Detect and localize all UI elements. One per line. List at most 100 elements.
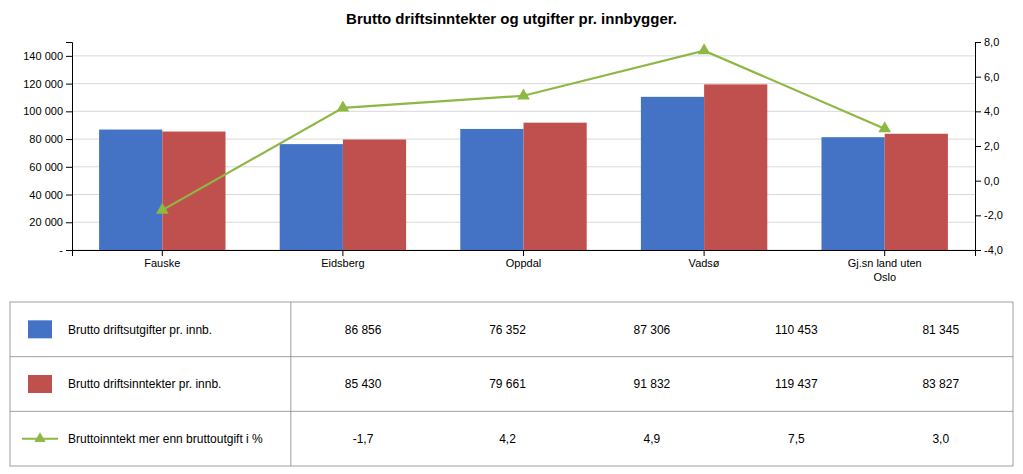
tick-mark — [704, 250, 705, 256]
tick-mark — [975, 181, 981, 182]
tick-mark — [975, 146, 981, 147]
tick: 8,0 — [975, 36, 999, 48]
marker — [878, 121, 891, 132]
table-border — [10, 302, 1013, 466]
tick: -2,0 — [975, 209, 1003, 221]
bar-series — [162, 84, 948, 250]
tick: Vadsø — [689, 250, 720, 269]
tick: 60 000 — [29, 161, 72, 173]
table-value: 7,5 — [788, 432, 805, 446]
table-divider — [10, 356, 1013, 357]
table-value: 110 453 — [775, 323, 818, 337]
marks — [99, 43, 948, 250]
tick-mark — [975, 215, 981, 216]
table-value: 81 345 — [922, 323, 959, 337]
tick-label: Gj.sn land utenOslo — [848, 257, 922, 283]
legend-icon — [34, 432, 45, 442]
tick: 80 000 — [29, 133, 72, 145]
tick-label: Vadsø — [689, 257, 720, 269]
tick: 20 000 — [29, 216, 72, 228]
table-divider — [290, 302, 291, 466]
axis-line — [73, 251, 976, 257]
tick-label: Fauske — [144, 257, 180, 269]
marker — [698, 43, 711, 54]
tick-mark — [66, 56, 72, 57]
tick-mark — [523, 250, 524, 256]
legend-icon — [28, 320, 52, 338]
axis: - 20 000 40 000 60 000 80 000 100 000 120 000 1… — [23, 43, 72, 257]
grid-line — [72, 111, 975, 112]
chart: Brutto driftsinntekter og utgifter pr. i… — [0, 0, 1023, 474]
tick-label: 8,0 — [984, 36, 999, 48]
table-value: 86 856 — [345, 323, 382, 337]
legend-label: Brutto driftsinntekter pr. innb. — [68, 377, 221, 391]
tick-label: Eidsberg — [321, 257, 364, 269]
tick: 2,0 — [975, 140, 999, 152]
tick-mark — [975, 111, 981, 112]
bar — [704, 84, 767, 250]
tick-mark — [66, 195, 72, 196]
marker — [517, 88, 530, 99]
legend-label: Bruttoinntekt mer enn bruttoutgift i % — [68, 432, 263, 446]
table-value: 79 661 — [489, 377, 526, 391]
bar — [343, 140, 406, 250]
tick: 100 000 — [23, 105, 72, 117]
tick-mark — [66, 250, 72, 251]
tick: 4,0 — [975, 105, 999, 117]
bar — [821, 137, 884, 250]
tick-label: 140 000 — [23, 50, 63, 62]
bar — [641, 97, 704, 250]
tick-label: 2,0 — [984, 140, 999, 152]
tick-label: 100 000 — [23, 105, 63, 117]
table-value: 4,9 — [644, 432, 661, 446]
axis: Fauske Eidsberg Oppdal Vadsø Gj.sn land uten… — [73, 250, 976, 283]
tick: 0,0 — [975, 175, 999, 187]
tick: - — [59, 244, 72, 256]
tick: Eidsberg — [321, 250, 364, 269]
table-value: 83 827 — [922, 377, 959, 391]
line — [162, 51, 884, 210]
grid — [72, 56, 975, 250]
tick: 40 000 — [29, 189, 72, 201]
tick: Gj.sn land utenOslo — [848, 250, 922, 283]
legend-icon — [28, 375, 52, 393]
axis-line — [66, 43, 73, 251]
table-value: 119 437 — [775, 377, 818, 391]
grid-line — [72, 55, 975, 56]
tick-label: 40 000 — [29, 189, 63, 201]
bar — [280, 144, 343, 250]
tick-mark — [66, 167, 72, 168]
tick: 120 000 — [23, 78, 72, 90]
table-value: 91 832 — [634, 377, 671, 391]
marker — [337, 101, 350, 112]
bar — [460, 129, 523, 250]
line-series — [156, 43, 891, 213]
table-value: 76 352 — [489, 323, 526, 337]
tick-mark — [975, 42, 981, 43]
tick-label: -2,0 — [984, 209, 1003, 221]
tick-label: 60 000 — [29, 161, 63, 173]
table-value: 4,2 — [499, 432, 516, 446]
legend: Brutto driftsutgifter pr. innb. 86 856 76 … — [10, 302, 1013, 466]
plot: - 20 000 40 000 60 000 80 000 100 000 120 000 1… — [23, 36, 1003, 283]
axis: -4,0-2,00,02,04,06,08,0 — [975, 36, 1003, 256]
tick-label: Oppdal — [506, 257, 541, 269]
tick-label: 20 000 — [29, 216, 63, 228]
axis-line — [976, 43, 982, 251]
bar — [524, 123, 587, 250]
table-value: -1,7 — [353, 432, 374, 446]
tick-mark — [342, 250, 343, 256]
legend-label: Brutto driftsutgifter pr. innb. — [68, 323, 212, 337]
tick: Oppdal — [506, 250, 541, 269]
tick-mark — [66, 222, 72, 223]
table-value: 85 430 — [345, 377, 382, 391]
tick-label: 4,0 — [984, 105, 999, 117]
tick-label: 120 000 — [23, 78, 63, 90]
bar — [162, 132, 225, 250]
tick-mark — [66, 111, 72, 112]
tick-mark — [884, 250, 885, 256]
tick-label: 0,0 — [984, 175, 999, 187]
bar — [99, 130, 162, 250]
tick: 6,0 — [975, 71, 999, 83]
tick: Fauske — [144, 250, 180, 269]
